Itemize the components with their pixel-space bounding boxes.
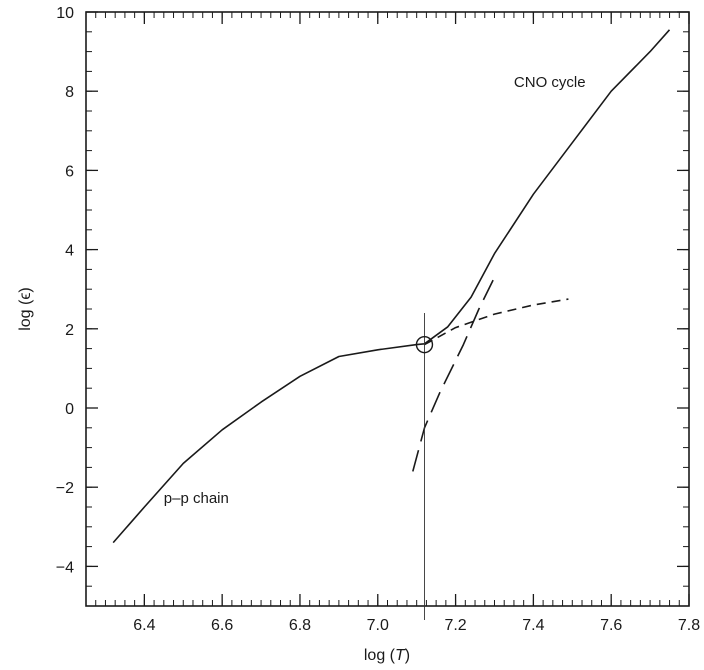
y-tick-label: −4 [56, 559, 74, 576]
x-tick-label: 7.2 [444, 617, 466, 634]
annotation-label: CNO cycle [514, 74, 586, 91]
y-tick-label: 10 [56, 5, 74, 22]
x-tick-label: 6.6 [211, 617, 233, 634]
x-axis-label: log (T) [364, 647, 410, 664]
x-tick-label: 6.8 [289, 617, 311, 634]
crossover-marker [415, 335, 434, 354]
y-tick-label: 6 [65, 163, 74, 180]
y-tick-label: 8 [65, 84, 74, 101]
series-line-long-dash [412, 276, 496, 472]
y-tick-label: −2 [56, 480, 74, 497]
x-tick-label: 7.4 [522, 617, 544, 634]
x-tick-label: 7.8 [678, 617, 700, 634]
series-line-solid [112, 29, 671, 544]
marker-layer [415, 312, 434, 620]
y-axis-label: log (ϵ) [17, 287, 34, 331]
y-tick-label: 4 [65, 243, 74, 260]
plot-frame [85, 11, 690, 607]
label-layer: 6.4 6.6 6.8 7.0 7.2 7.4 7.6 7.8 −4 −2 0 2 4 6 8 10 CNO c… [56, 5, 700, 634]
y-tick-label: 2 [65, 322, 74, 339]
x-tick-label: 7.6 [600, 617, 622, 634]
annotation-label: p–p chain [164, 490, 229, 507]
x-tick-label: 7.0 [367, 617, 389, 634]
x-tick-label: 6.4 [133, 617, 155, 634]
major-ticks [86, 11, 690, 606]
minor-ticks [85, 11, 690, 607]
series-line-short-dash [424, 298, 569, 346]
series-layer [112, 29, 671, 544]
y-tick-label: 0 [65, 401, 74, 418]
